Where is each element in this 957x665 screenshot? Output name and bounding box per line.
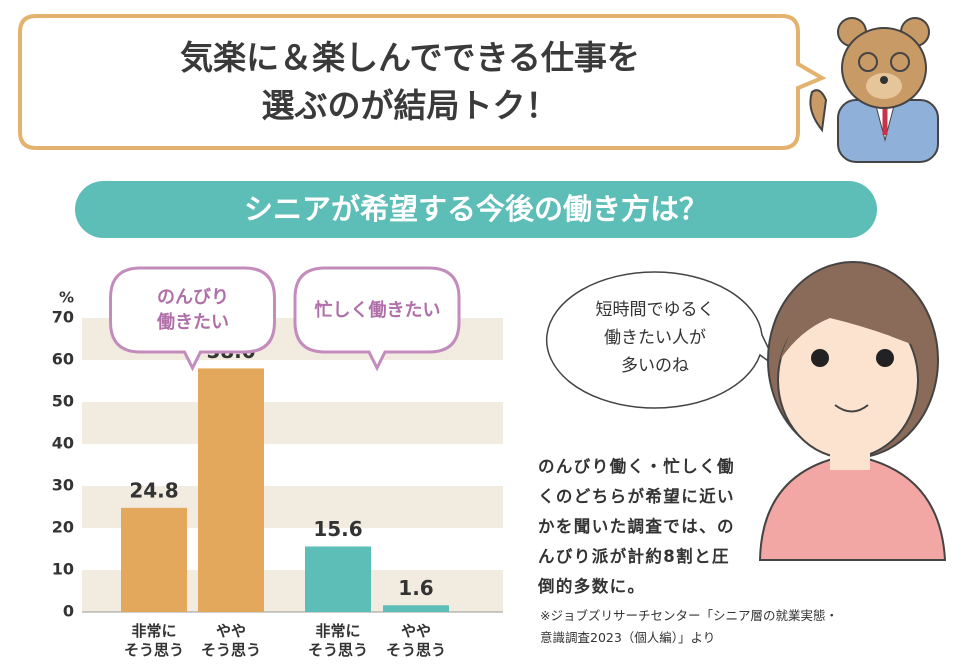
y-tick-label: 0	[63, 602, 74, 621]
bar	[121, 507, 187, 612]
bar	[198, 368, 264, 612]
bar	[305, 546, 371, 612]
banner-text: シニアが希望する今後の働き方は？	[243, 192, 708, 226]
grid-band	[82, 402, 503, 444]
group-bubble	[293, 266, 461, 372]
speech-bubble	[545, 271, 779, 409]
bear-illustration	[809, 17, 939, 163]
value-label: 24.8	[129, 478, 178, 502]
woman-illustration	[758, 261, 947, 561]
body-text: のんびり働く・忙しく働くのどちらが希望に近いかを聞いた調査では、のんびり派が計約…	[538, 457, 735, 596]
y-tick-label: 60	[52, 350, 74, 369]
value-label: 1.6	[398, 576, 433, 600]
bar	[383, 605, 449, 612]
title: 気楽に＆楽しんでできる仕事を 選ぶのが結局トク！	[180, 38, 640, 125]
group-label: のんびり 働きたい	[157, 287, 229, 333]
y-tick-label: 70	[52, 308, 74, 327]
y-tick-label: 40	[52, 434, 74, 453]
banner-pill	[75, 181, 877, 238]
x-tick-label: 非常に そう思う	[123, 622, 184, 659]
footnote: ※ジョブズリサーチセンター「シニア層の就業実態・ 意識調査2023（個人編）」よ…	[540, 608, 838, 645]
y-tick-label: 30	[52, 476, 74, 495]
group-label: 忙しく働きたい	[314, 299, 441, 321]
x-tick-label: やや そう思う	[200, 622, 261, 659]
y-unit: %	[59, 289, 74, 307]
title-box	[18, 14, 827, 150]
value-label: 15.6	[313, 517, 362, 541]
speech-text: 短時間でゆるく 働きたい人が 多いのね	[595, 300, 715, 376]
y-tick-label: 10	[52, 560, 74, 579]
group-bubble	[109, 266, 276, 372]
y-tick-label: 50	[52, 392, 74, 411]
x-tick-label: やや そう思う	[385, 622, 446, 659]
x-tick-label: 非常に そう思う	[307, 622, 368, 659]
y-tick-label: 20	[52, 518, 74, 537]
